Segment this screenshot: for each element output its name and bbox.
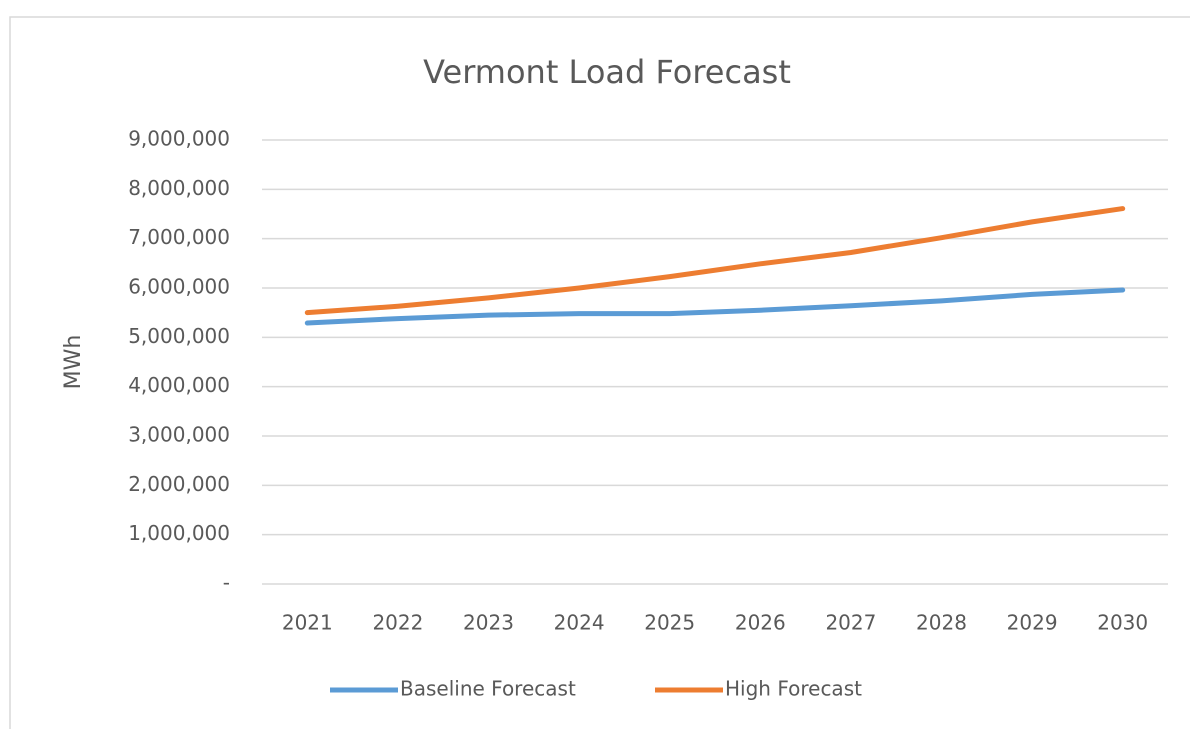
line-series [304, 206, 1126, 316]
x-tick-label: 2024 [554, 611, 605, 635]
x-tick-label: 2023 [463, 611, 514, 635]
y-tick-label: 8,000,000 [128, 176, 230, 200]
line-series [304, 287, 1126, 326]
chart-border [9, 16, 1190, 729]
y-tick-label: 9,000,000 [128, 127, 230, 151]
y-tick-label: 6,000,000 [128, 275, 230, 299]
y-tick-label: 7,000,000 [128, 225, 230, 249]
x-tick-label: 2028 [916, 611, 967, 635]
y-axis-label: MWh [61, 335, 86, 390]
chart-title: Vermont Load Forecast [423, 53, 791, 91]
y-tick-label: 1,000,000 [128, 521, 230, 545]
y-tick-label: 4,000,000 [128, 373, 230, 397]
x-tick-label: 2026 [735, 611, 786, 635]
x-tick-label: 2030 [1097, 611, 1148, 635]
x-tick-label: 2022 [372, 611, 423, 635]
y-tick-label: 3,000,000 [128, 423, 230, 447]
y-tick-label: 5,000,000 [128, 324, 230, 348]
legend-label: High Forecast [725, 677, 862, 701]
x-tick-label: 2027 [825, 611, 876, 635]
y-tick-label: - [223, 571, 230, 595]
x-tick-label: 2025 [644, 611, 695, 635]
y-tick-label: 2,000,000 [128, 472, 230, 496]
x-tick-label: 2021 [282, 611, 333, 635]
x-tick-label: 2029 [1007, 611, 1058, 635]
legend-label: Baseline Forecast [400, 677, 576, 701]
